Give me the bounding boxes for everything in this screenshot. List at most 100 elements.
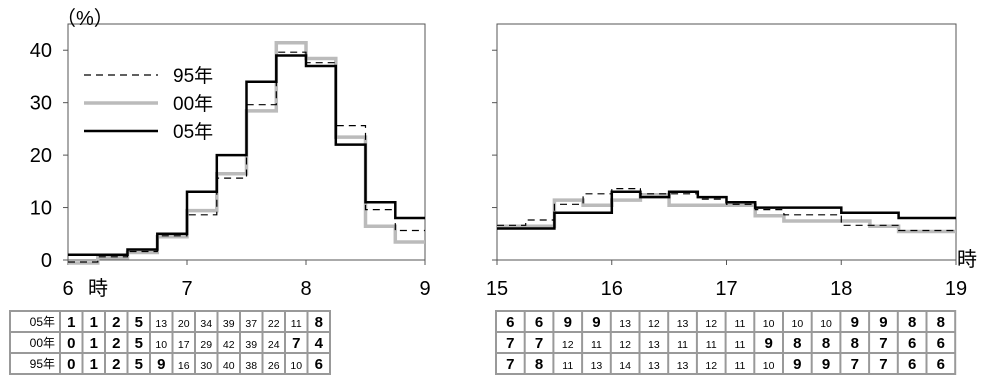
table-cell: 2: [112, 314, 120, 331]
table-cell: 9: [879, 314, 887, 331]
table-cell: 5: [135, 356, 143, 373]
table-cell: 5: [135, 335, 143, 352]
table-cell: 12: [619, 339, 631, 351]
table-cell: 11: [706, 339, 717, 351]
series-line-05年: [497, 190, 956, 230]
table-cell: 8: [822, 335, 830, 352]
table-cell: 7: [879, 335, 887, 352]
y-tick-label: 40: [30, 40, 52, 62]
x-tick-label: 7: [181, 278, 192, 300]
table-cell: 11: [562, 360, 573, 372]
table-cell: 12: [705, 318, 717, 330]
table-cell: 11: [734, 318, 745, 330]
table-cell: 24: [268, 339, 280, 351]
table-cell: 9: [822, 356, 830, 373]
x-tick-label: 6: [62, 278, 73, 300]
table-cell: 0: [67, 356, 75, 373]
left-plot-frame: [67, 23, 426, 261]
table-cell: 22: [268, 318, 280, 330]
table-cell: 30: [200, 360, 212, 372]
legend-label-95: 95年: [173, 65, 213, 87]
right-x-unit-label: 時: [957, 248, 977, 271]
table-cell: 2: [112, 356, 120, 373]
table-cell: 8: [851, 335, 859, 352]
table-cell: 1: [90, 314, 98, 331]
data-table-evening: 6 6 9 9 13 12 13 12 11 10 10 10 9 9 8 8 7 7 12 11 12 13 11 11 11…: [495, 310, 957, 375]
table-cell: 10: [820, 318, 832, 330]
table-cell: 8: [793, 335, 801, 352]
y-tick-label: 10: [30, 198, 52, 220]
x-tick-label: 8: [300, 278, 311, 300]
table-cell: 10: [763, 318, 775, 330]
table-cell: 7: [506, 335, 514, 352]
table-cell: 9: [157, 356, 165, 373]
table-cell: 6: [937, 335, 945, 352]
table-cell: 13: [677, 318, 689, 330]
table-cell: 10: [155, 339, 167, 351]
table-cell: 37: [245, 318, 257, 330]
table-cell: 7: [535, 335, 543, 352]
y-tick-label: 0: [41, 250, 52, 272]
table-cell: 10: [763, 360, 775, 372]
table-cell: 39: [223, 318, 235, 330]
table-cell: 8: [535, 356, 543, 373]
table-frame: [9, 310, 331, 375]
table-row-label: 05年: [30, 315, 55, 329]
table-row-label: 95年: [30, 357, 55, 371]
table-cell: 7: [851, 356, 859, 373]
table-cell: 13: [648, 360, 660, 372]
table-cell: 17: [178, 339, 190, 351]
table-cell: 13: [677, 360, 689, 372]
table-cell: 9: [793, 356, 801, 373]
table-cell: 42: [223, 339, 235, 351]
table-cell: 8: [937, 314, 945, 331]
table-cell: 12: [705, 360, 717, 372]
table-cell: 26: [268, 360, 280, 372]
table-cell: 39: [245, 339, 257, 351]
series-line-05年: [68, 54, 425, 257]
table-cell: 11: [734, 339, 745, 351]
table-cell: 13: [619, 318, 631, 330]
right-panel: 15 16 17 18 19 時: [486, 23, 977, 300]
table-cell: 29: [200, 339, 212, 351]
table-cell: 9: [592, 314, 600, 331]
table-cell: 40: [223, 360, 235, 372]
table-cell: 6: [937, 356, 945, 373]
legend: 95年 00年 05年: [84, 65, 213, 143]
table-cell: 16: [178, 360, 190, 372]
x-tick-label: 15: [486, 278, 508, 300]
table-cell: 12: [648, 318, 660, 330]
table-cell: 9: [764, 335, 772, 352]
table-cell: 10: [792, 318, 804, 330]
table-cell: 11: [677, 339, 688, 351]
table-cell: 1: [67, 314, 75, 331]
table-cell: 7: [879, 356, 887, 373]
table-cell: 0: [67, 335, 75, 352]
x-tick-label: 19: [945, 278, 967, 300]
y-tick-label: 20: [30, 145, 52, 167]
table-cell: 6: [506, 314, 514, 331]
table-cell: 9: [851, 314, 859, 331]
table-cell: 12: [562, 339, 574, 351]
series-line-95年: [497, 188, 956, 232]
table-row-label: 00年: [30, 336, 55, 350]
table-cell: 10: [290, 360, 302, 372]
x-tick-label: 16: [601, 278, 623, 300]
table-cell: 14: [619, 360, 631, 372]
table-cell: 7: [506, 356, 514, 373]
table-cell: 1: [90, 356, 98, 373]
left-x-unit-label: 時: [88, 277, 108, 300]
table-cell: 5: [135, 314, 143, 331]
table-cell: 2: [112, 335, 120, 352]
table-cell: 6: [535, 314, 543, 331]
table-cell: 11: [291, 318, 302, 330]
left-panel: （%） 0 10 20 30 40 6 7 8 9 時 95年 00年 05年: [30, 7, 431, 300]
x-tick-label: 18: [830, 278, 852, 300]
table-cell: 6: [315, 356, 323, 373]
x-tick-label: 9: [419, 278, 430, 300]
table-cell: 38: [245, 360, 257, 372]
x-tick-label: 17: [715, 278, 737, 300]
table-cell: 6: [908, 356, 916, 373]
